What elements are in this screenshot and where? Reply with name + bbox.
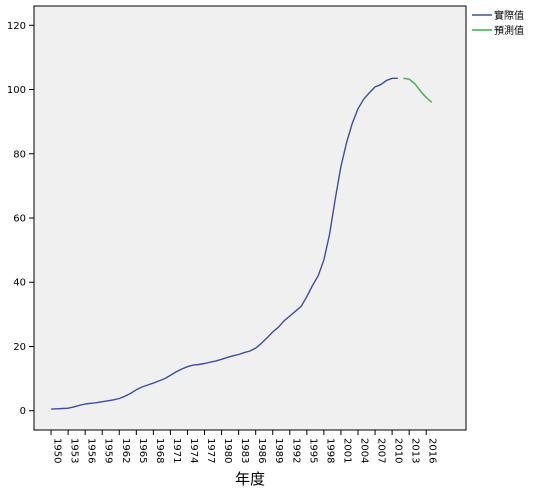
y-tick-label: 80 (13, 149, 26, 160)
x-tick-label: 1998 (324, 438, 335, 463)
x-tick-label: 2016 (427, 438, 438, 463)
legend-label-2: 預測值 (494, 24, 524, 37)
plot-area (33, 5, 467, 431)
y-tick-label: 60 (13, 214, 26, 225)
x-tick-label: 1983 (239, 438, 250, 463)
y-axis: 0 20 40 60 80 100 120 (7, 21, 34, 417)
x-tick-label: 1956 (86, 438, 97, 463)
y-tick-label: 0 (20, 406, 26, 417)
x-tick-label: 1953 (69, 438, 80, 463)
x-tick-label: 1965 (137, 438, 148, 463)
series-line-2 (403, 77, 433, 103)
x-tick-label: 1950 (52, 438, 63, 463)
y-tick-label: 120 (7, 21, 26, 32)
x-tick-label: 1986 (256, 438, 267, 463)
y-tick-label: 100 (7, 85, 26, 96)
x-tick-label: 1977 (205, 438, 216, 463)
series-line-1 (51, 77, 398, 410)
x-tick-label: 1971 (171, 438, 182, 463)
y-tick-label: 40 (13, 278, 26, 289)
legend-label-1: 實際值 (494, 9, 524, 22)
x-tick-label: 2001 (341, 438, 352, 463)
x-tick-label: 1974 (188, 438, 199, 463)
x-tick-label: 2010 (393, 438, 404, 463)
x-tick-label: 2007 (376, 438, 387, 463)
x-tick-label: 2013 (410, 438, 421, 463)
x-tick-label: 2004 (359, 438, 370, 463)
x-tick-label: 1980 (222, 438, 233, 463)
x-axis: 1950 1953 1956 1959 1962 1965 1968 1971 1974 1977… (50, 430, 438, 463)
x-tick-label: 1992 (290, 438, 301, 463)
series-layer (51, 77, 433, 410)
y-tick-label: 20 (13, 342, 26, 353)
x-tick-label: 1959 (103, 438, 114, 463)
x-tick-label: 1968 (154, 438, 165, 463)
x-axis-title: 年度 (235, 470, 265, 488)
x-tick-label: 1989 (273, 438, 284, 463)
x-tick-label: 1962 (120, 438, 131, 463)
x-tick-label: 1995 (307, 438, 318, 463)
